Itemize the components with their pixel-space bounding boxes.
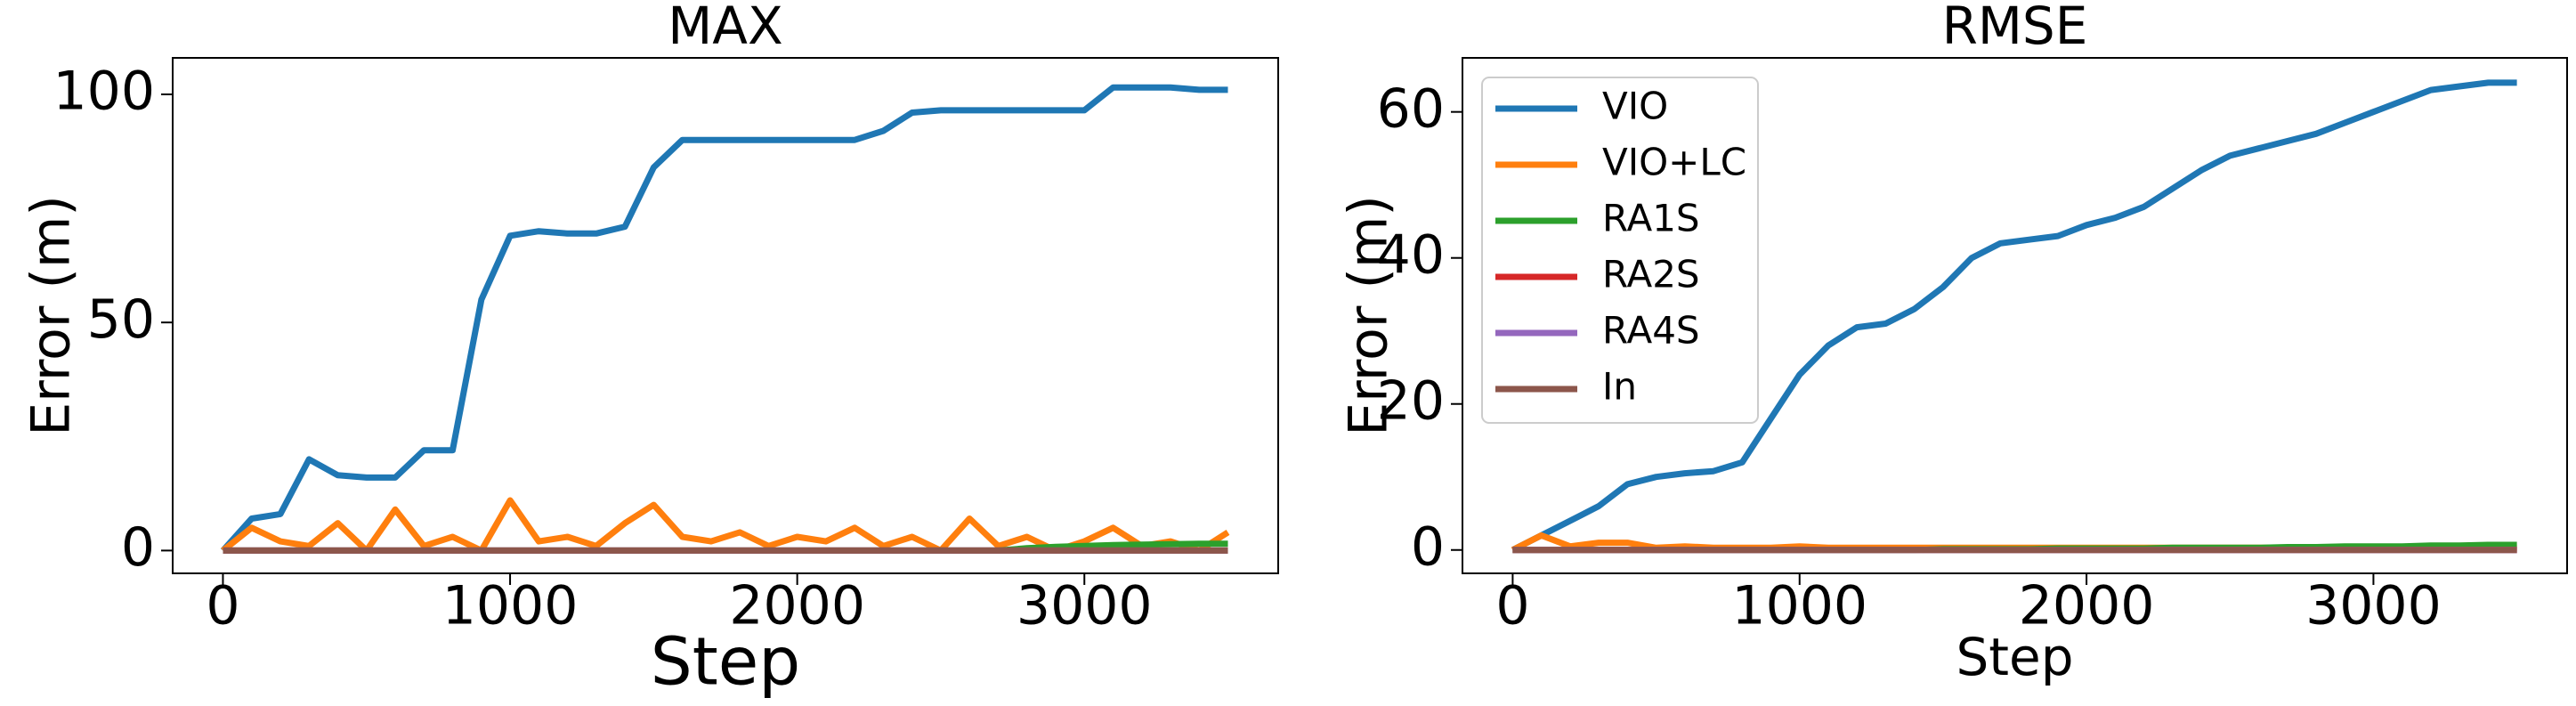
x-tick-label: 3000: [2305, 575, 2442, 637]
axes-frame: [1462, 57, 2568, 574]
x-tick-label: 0: [206, 575, 239, 637]
chart-title: RMSE: [1942, 0, 2088, 56]
chart-title: MAX: [668, 0, 782, 56]
legend-label: VIO: [1602, 85, 1668, 128]
legend-label: RA1S: [1602, 197, 1700, 240]
y-tick-label: 60: [1377, 77, 1445, 140]
y-tick-label: 50: [87, 288, 155, 351]
y-axis-label: Error (m): [20, 195, 83, 436]
x-axis-label: Step: [1956, 627, 2073, 687]
x-tick-label: 3000: [1017, 575, 1153, 637]
x-tick-label: 2000: [729, 575, 865, 637]
y-tick-label: 0: [121, 516, 155, 579]
y-tick-label: 100: [53, 61, 155, 123]
y-axis-label: Error (m): [1338, 195, 1400, 436]
legend-label: RA4S: [1602, 309, 1700, 353]
y-tick-label: 20: [1377, 369, 1445, 432]
legend-label: VIO+LC: [1602, 141, 1746, 184]
y-tick-label: 40: [1377, 223, 1445, 286]
series-line: [1511, 79, 2517, 553]
series-line: [220, 84, 1228, 553]
axes-frame: [172, 57, 1279, 574]
legend-label: RA2S: [1602, 253, 1700, 296]
x-tick-label: 1000: [1731, 575, 1867, 637]
y-tick-label: 0: [1411, 515, 1445, 578]
x-tick-label: 1000: [442, 575, 579, 637]
series-line: [221, 497, 1230, 554]
x-axis-label: Step: [651, 624, 801, 701]
x-tick-label: 2000: [2019, 575, 2155, 637]
x-tick-label: 0: [1495, 575, 1529, 637]
legend-label: In: [1602, 365, 1637, 409]
